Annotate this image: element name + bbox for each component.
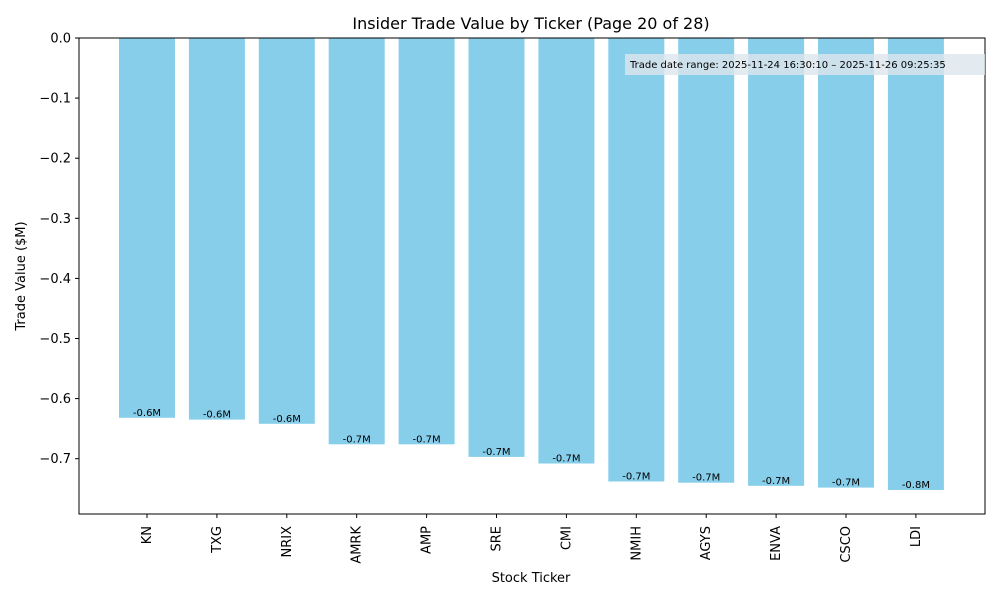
y-tick-label: 0.0	[50, 32, 71, 47]
x-tick-label-amp: AMP	[420, 526, 435, 554]
x-axis-label: Stock Ticker	[492, 571, 571, 586]
data-label-nmih: -0.7M	[622, 472, 650, 483]
data-label-enva: -0.7M	[762, 476, 790, 487]
bar-ldi	[887, 38, 944, 490]
data-labels-group: -0.6M -0.6M -0.6M -0.7M -0.7M -0.7M -0.7M -0.7M…	[133, 408, 930, 491]
x-tick-label-amrk: AMRK	[350, 526, 365, 564]
x-tick-label-sre: SRE	[490, 526, 505, 552]
y-tick-label: −0.5	[39, 332, 71, 347]
bar-cmi	[538, 38, 595, 464]
date-range-annotation: Trade date range: 2025-11-24 16:30:10 – …	[625, 54, 985, 75]
data-label-cmi: -0.7M	[552, 454, 580, 465]
data-label-sre: -0.7M	[482, 447, 510, 458]
data-label-agys: -0.7M	[692, 473, 720, 484]
x-tick-label-agys: AGYS	[699, 526, 714, 560]
data-label-nrix: -0.6M	[273, 414, 301, 425]
bar-csco	[818, 38, 874, 488]
bar-txg	[188, 38, 245, 420]
bar-amrk	[328, 38, 385, 445]
bar-enva	[748, 38, 805, 486]
x-tick-label-ldi: LDI	[909, 526, 924, 547]
data-label-kn: -0.6M	[133, 408, 161, 419]
bars-group	[119, 38, 944, 490]
bar-nrix	[258, 38, 315, 424]
annotation-box	[625, 54, 985, 75]
bar-nmih	[608, 38, 665, 482]
y-axis-label: Trade Value ($M)	[14, 221, 29, 331]
y-tick-label: −0.7	[39, 452, 71, 467]
x-tick-label-nrix: NRIX	[280, 526, 295, 558]
data-label-txg: -0.6M	[203, 410, 231, 421]
annotation-text: Trade date range: 2025-11-24 16:30:10 – …	[629, 60, 946, 71]
x-tick-label-kn: KN	[140, 526, 155, 544]
y-tick-label: −0.2	[39, 152, 71, 167]
bar-agys	[678, 38, 735, 483]
data-label-amrk: -0.7M	[343, 434, 371, 445]
x-tick-label-cmi: CMI	[559, 526, 574, 550]
x-tick-label-enva: ENVA	[769, 526, 784, 561]
data-label-ldi: -0.8M	[902, 480, 930, 491]
data-label-csco: -0.7M	[832, 478, 860, 489]
bar-sre	[468, 38, 525, 457]
bar-amp	[398, 38, 455, 445]
y-tick-label: −0.6	[39, 392, 71, 407]
x-tick-label-csco: CSCO	[839, 526, 854, 563]
x-tick-label-nmih: NMIH	[629, 526, 644, 561]
plot-frame	[78, 37, 986, 515]
x-axis: KN TXG NRIX AMRK AMP SRE CMI NMIH AGYS ENVA CSCO LD…	[140, 514, 924, 564]
x-tick-label-txg: TXG	[210, 526, 225, 554]
y-axis: 0.0 −0.1 −0.2 −0.3 −0.4 −0.5 −0.6 −0.7	[39, 32, 79, 467]
bar-kn	[119, 38, 175, 418]
data-label-amp: -0.7M	[413, 434, 441, 445]
chart-title: Insider Trade Value by Ticker (Page 20 o…	[352, 14, 709, 33]
y-tick-label: −0.4	[39, 272, 71, 287]
y-tick-label: −0.3	[39, 212, 71, 227]
y-tick-label: −0.1	[39, 92, 71, 107]
